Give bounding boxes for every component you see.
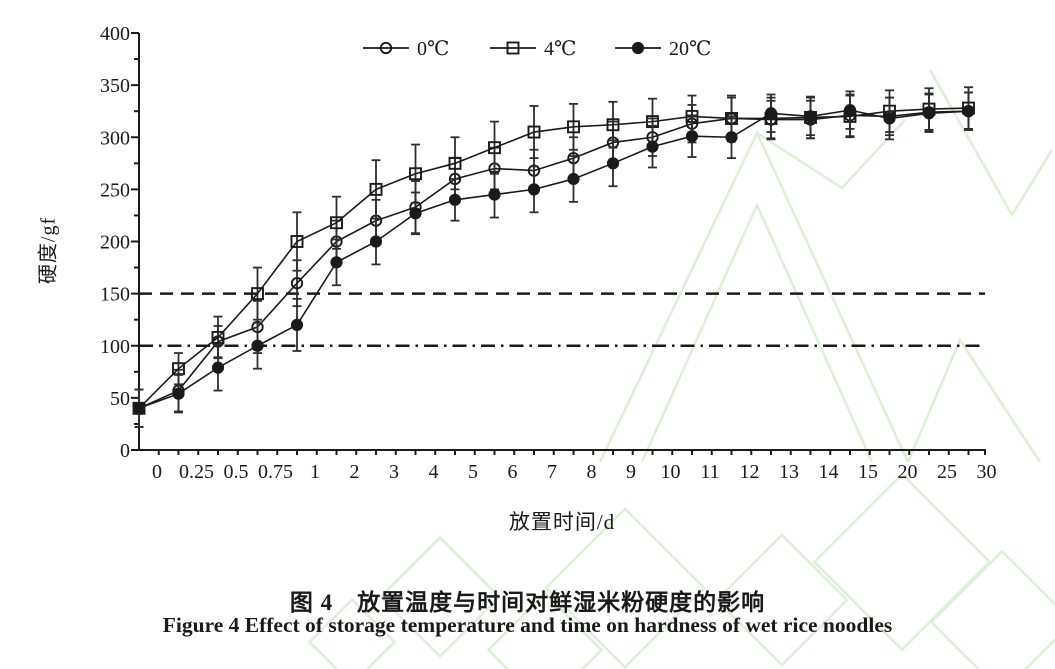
x-tick-label: 9 <box>626 461 636 483</box>
x-tick-label: 30 <box>977 461 997 483</box>
series-line <box>138 107 969 409</box>
legend: 0℃ 4℃ 20℃ <box>363 38 711 60</box>
error-bars <box>134 91 973 428</box>
x-tick-label: 8 <box>587 461 597 483</box>
legend-label: 4℃ <box>544 38 576 60</box>
series-markers <box>132 101 975 415</box>
y-tick-label: 100 <box>100 336 130 358</box>
caption-chinese: 图 4 放置温度与时间对鲜湿米粉硬度的影响 <box>289 590 766 615</box>
x-tick-label: 7 <box>547 461 557 483</box>
x-tick-label: 14 <box>819 461 839 483</box>
series-4℃ <box>132 86 975 428</box>
legend-item-20℃: 20℃ <box>615 38 711 60</box>
y-tick-label: 350 <box>100 75 130 97</box>
y-tick-label: 200 <box>100 232 130 254</box>
x-tick-label: 6 <box>508 461 518 483</box>
x-tick-label: 3 <box>389 461 399 483</box>
x-tick-label: 4 <box>429 461 439 483</box>
y-tick-label: 50 <box>110 388 130 410</box>
error-bars <box>134 86 973 428</box>
x-tick-label: 0.25 <box>179 461 214 483</box>
series-markers <box>132 104 975 415</box>
x-tick-label: 0 <box>152 461 162 483</box>
y-axis-title: 硬度/gf <box>37 216 60 285</box>
legend-label: 0℃ <box>417 38 449 60</box>
x-tick-label: 1 <box>310 461 320 483</box>
axes <box>131 32 986 455</box>
reference-lines <box>139 292 985 348</box>
y-tick-label: 400 <box>100 23 130 45</box>
legend-label: 20℃ <box>669 38 711 60</box>
x-tick-label: 11 <box>700 461 719 483</box>
x-tick-label: 20 <box>898 461 918 483</box>
y-tick-label: 0 <box>120 440 130 462</box>
x-tick-label: 15 <box>858 461 878 483</box>
series-line <box>138 109 969 410</box>
series-0℃ <box>132 91 975 428</box>
x-tick-label: 25 <box>937 461 957 483</box>
x-tick-label: 0.5 <box>224 461 249 483</box>
x-tick-label: 10 <box>661 461 681 483</box>
error-bars <box>134 90 973 428</box>
y-tick-label: 300 <box>100 127 130 149</box>
y-tick-label: 250 <box>100 179 130 201</box>
x-tick-label: 12 <box>740 461 760 483</box>
x-tick-label: 0.75 <box>258 461 293 483</box>
caption-english: Figure 4 Effect of storage temperature a… <box>162 613 893 637</box>
series-20℃ <box>132 90 975 428</box>
x-tick-label: 5 <box>468 461 478 483</box>
legend-item-4℃: 4℃ <box>490 38 576 60</box>
y-tick-label: 150 <box>100 284 130 306</box>
watermark <box>307 69 1055 669</box>
x-tick-label: 13 <box>779 461 799 483</box>
legend-item-0℃: 0℃ <box>363 38 449 60</box>
series-markers <box>132 105 975 415</box>
x-axis-title: 放置时间/d <box>508 510 616 534</box>
series-line <box>138 110 969 410</box>
x-tick-label: 2 <box>350 461 360 483</box>
